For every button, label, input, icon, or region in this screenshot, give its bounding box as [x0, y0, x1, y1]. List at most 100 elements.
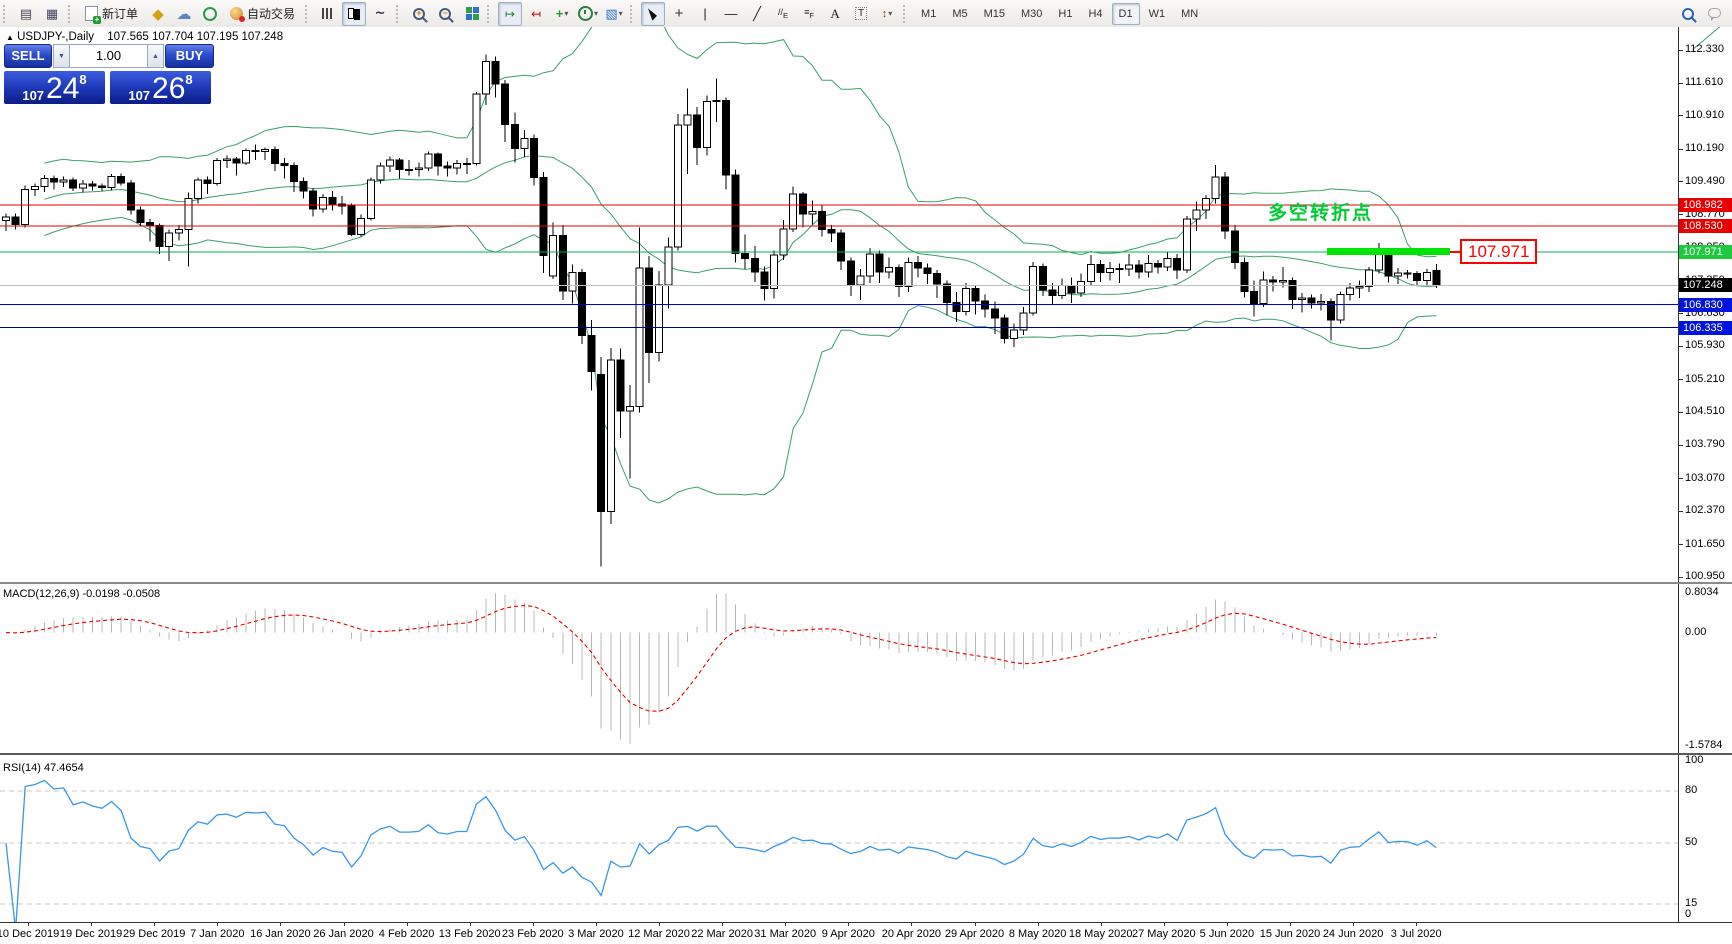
- terminal-button[interactable]: ☁: [172, 2, 196, 26]
- arrows-tool-button[interactable]: ↕ ▾: [875, 2, 899, 26]
- volume-increase-button[interactable]: ▲: [147, 44, 164, 68]
- signals-button[interactable]: [198, 2, 222, 26]
- auto-scroll-button[interactable]: ↦: [498, 1, 523, 26]
- price-callout[interactable]: 107.971: [1460, 238, 1538, 264]
- highlight-segment[interactable]: [1327, 248, 1450, 256]
- rsi-axis-label: 50: [1685, 836, 1698, 849]
- periods-button[interactable]: ▾: [576, 2, 600, 26]
- time-tick-mark: [1290, 922, 1291, 926]
- crosshair-tool-button[interactable]: +: [667, 2, 691, 26]
- timeframe-button-MN[interactable]: MN: [1181, 7, 1199, 20]
- timeframe-button-M5[interactable]: M5: [952, 7, 968, 20]
- ask-pipette: 8: [185, 72, 193, 87]
- macd-pane[interactable]: [0, 585, 1678, 752]
- ask-price-display[interactable]: 107 26 8: [110, 71, 211, 104]
- price-tick-label: 105.930: [1685, 339, 1725, 352]
- dropdown-caret-icon: ▾: [564, 9, 569, 18]
- buy-button[interactable]: BUY: [165, 44, 214, 68]
- trendline-tool-button[interactable]: ╱: [745, 2, 769, 26]
- price-tick-label: 101.650: [1685, 537, 1725, 550]
- price-tick-mark: [1678, 115, 1683, 117]
- zoom-in-button[interactable]: +: [407, 2, 431, 26]
- tile-windows-button[interactable]: [459, 2, 483, 26]
- timeframe-button-M30[interactable]: M30: [1021, 7, 1043, 20]
- text-icon: A: [830, 5, 840, 21]
- sell-button[interactable]: SELL: [4, 44, 52, 68]
- toolbar-grip[interactable]: [396, 4, 402, 23]
- new-order-button[interactable]: + 新订单: [79, 2, 144, 26]
- profiles-button[interactable]: ▦: [40, 2, 64, 26]
- macd-axis-label: -1.5784: [1685, 739, 1723, 751]
- time-tick-mark: [154, 922, 156, 926]
- autotrade-button[interactable]: 自动交易: [224, 2, 301, 26]
- channel-tool-button[interactable]: //E: [771, 2, 795, 26]
- cursor-tool-button[interactable]: [641, 1, 666, 26]
- auto-scroll-icon: ↦: [505, 6, 516, 21]
- bid-prefix: 107: [22, 88, 45, 103]
- toolbar-grip[interactable]: [68, 4, 74, 23]
- volume-value[interactable]: 1.00: [70, 44, 147, 68]
- timeframe-button-W1[interactable]: W1: [1148, 7, 1166, 20]
- price-tick-label: 100.950: [1685, 570, 1725, 582]
- zoom-in-icon: +: [413, 7, 428, 23]
- time-tick-mark: [28, 922, 29, 926]
- rsi-axis-label: 80: [1685, 783, 1698, 796]
- indicators-button[interactable]: + ▾: [550, 2, 574, 26]
- toolbar-grip[interactable]: [903, 4, 909, 23]
- line-chart-mode-button[interactable]: ~: [368, 2, 392, 26]
- rsi-pane[interactable]: [0, 755, 1678, 922]
- fibonacci-tool-button[interactable]: ≡F: [797, 2, 821, 26]
- toolbar-grip[interactable]: [305, 4, 311, 23]
- zoom-out-button[interactable]: −: [433, 2, 457, 26]
- new-order-label: 新订单: [102, 7, 139, 21]
- text-tool-button[interactable]: A: [823, 2, 847, 26]
- price-tick-mark: [1678, 313, 1683, 315]
- text-label-tool-button[interactable]: T: [849, 2, 873, 26]
- time-tick-mark: [1226, 922, 1228, 926]
- depth-of-market-button[interactable]: ◆: [146, 2, 170, 26]
- chart-shift-icon: ↤: [531, 6, 542, 21]
- symbol-period-label: USDJPY-,Daily: [17, 31, 95, 43]
- volume-decrease-button[interactable]: ▼: [53, 44, 70, 68]
- timeframe-button-M15[interactable]: M15: [983, 7, 1005, 20]
- clock-icon: [578, 6, 594, 21]
- timeframe-button-M1[interactable]: M1: [921, 7, 937, 20]
- bar-chart-mode-button[interactable]: [316, 2, 340, 26]
- search-button[interactable]: [1676, 2, 1700, 26]
- vertical-line-tool-button[interactable]: |: [693, 2, 717, 26]
- timeframe-button-H1[interactable]: H1: [1058, 7, 1073, 20]
- pane-divider[interactable]: [0, 582, 1732, 584]
- time-tick-label: 26 Jan 2020: [313, 928, 374, 940]
- toolbar-grip[interactable]: [3, 4, 9, 23]
- price-tick-label: 110.910: [1685, 108, 1724, 121]
- time-tick-mark: [1037, 922, 1039, 926]
- time-tick-mark: [911, 922, 913, 926]
- rsi-axis-label: 15: [1685, 896, 1698, 909]
- toolbar-grip[interactable]: [487, 4, 493, 23]
- chart-title: ▲ USDJPY-,Daily 107.565 107.704 107.195 …: [6, 31, 283, 43]
- pane-divider[interactable]: [0, 753, 1732, 755]
- templates-button[interactable]: ▧ ▾: [602, 2, 626, 26]
- timeframe-button-H4[interactable]: H4: [1088, 7, 1103, 20]
- time-tick-label: 10 Dec 2019: [0, 928, 60, 940]
- price-tick-label: 111.610: [1685, 76, 1724, 89]
- horizontal-line-tool-button[interactable]: —: [719, 2, 743, 26]
- timeframe-group: M1 M5 M15 M30 H1 H4 D1 W1 MN: [913, 2, 1206, 25]
- new-chart-button[interactable]: ▤: [14, 2, 38, 26]
- time-tick-label: 5 Jun 2020: [1199, 928, 1255, 940]
- dropdown-caret-icon: ▾: [618, 9, 623, 18]
- main-chart-pane[interactable]: [0, 27, 1678, 583]
- candlestick-icon: [348, 8, 355, 19]
- annotation-text[interactable]: 多空转折点: [1268, 203, 1374, 224]
- chart-window[interactable]: ▲ USDJPY-,Daily 107.565 107.704 107.195 …: [0, 27, 1732, 944]
- fibonacci-icon: ≡F: [804, 7, 814, 20]
- candle-chart-mode-button[interactable]: [342, 1, 367, 26]
- toolbar-grip[interactable]: [630, 4, 636, 23]
- bid-price-display[interactable]: 107 24 8: [4, 71, 105, 104]
- bid-pipette: 8: [79, 72, 87, 87]
- chat-button[interactable]: [1702, 2, 1726, 26]
- price-tick-label: 105.210: [1685, 372, 1725, 385]
- timeframe-button-D1[interactable]: D1: [1111, 2, 1140, 25]
- chart-shift-button[interactable]: ↤: [524, 2, 548, 26]
- zoom-out-icon: −: [439, 7, 454, 23]
